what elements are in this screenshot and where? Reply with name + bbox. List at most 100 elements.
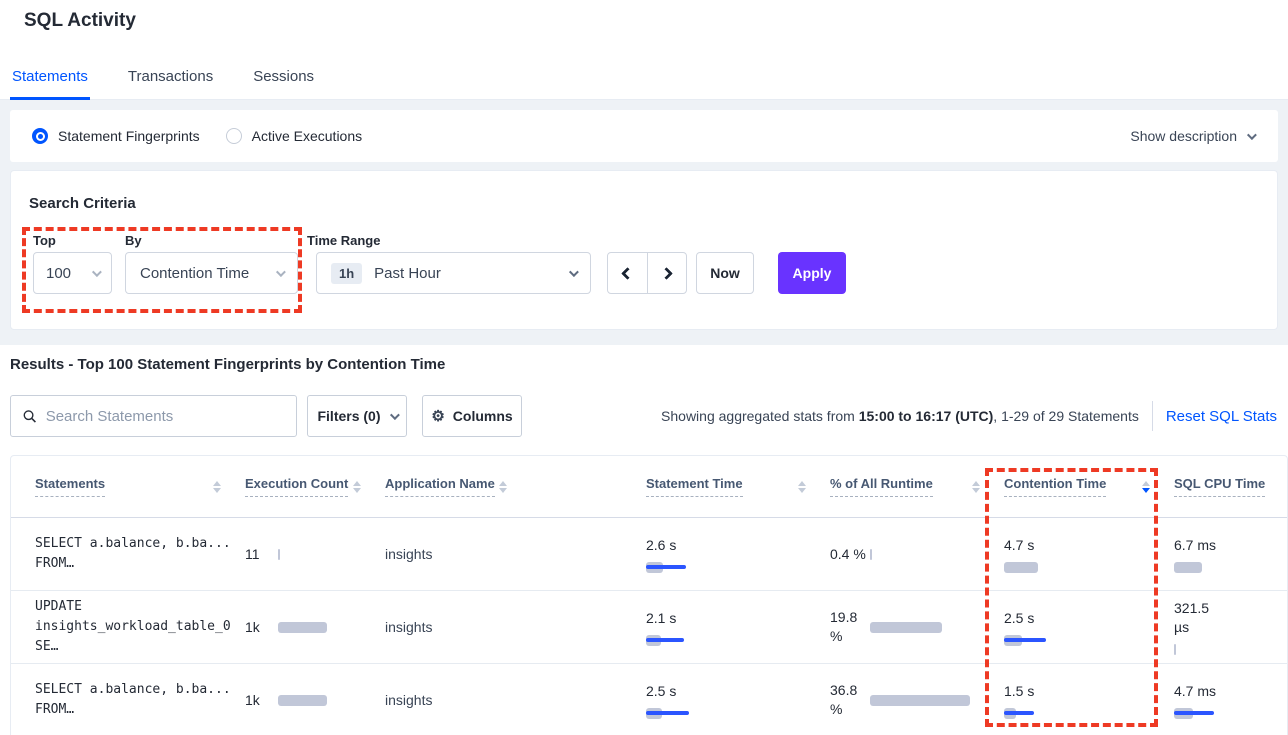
aggregated-stats-text: Showing aggregated stats from 15:00 to 1… [661, 408, 1139, 424]
sql-cpu-time-cell: 4.7 ms [1174, 682, 1287, 719]
by-select-value: Contention Time [140, 264, 250, 282]
table-row[interactable]: SELECT a.balance, b.ba... FROM… 1k insig… [11, 664, 1287, 735]
statement-line-1: SELECT a.balance, b.ba... [35, 682, 231, 697]
statement-fingerprint-link[interactable]: SELECT a.balance, b.ba... FROM… [35, 680, 245, 720]
statement-time-bar [646, 634, 684, 646]
statement-fingerprint-link[interactable]: UPDATE insights_workload_table_0 SE… [35, 597, 245, 657]
pct-runtime-cell: 19.8 % [830, 608, 1004, 646]
chevron-down-icon [389, 409, 400, 420]
column-label: Statements [35, 476, 106, 497]
radio-selected-icon [32, 128, 48, 144]
show-description-toggle[interactable]: Show description [1130, 128, 1257, 144]
execution-count-bar [278, 548, 280, 560]
tab-statements[interactable]: Statements [10, 58, 90, 100]
sql-cpu-time-bar [1174, 707, 1214, 719]
tab-sessions[interactable]: Sessions [253, 68, 315, 85]
execution-count-value: 11 [245, 545, 260, 562]
tab-transactions[interactable]: Transactions [127, 68, 214, 85]
reset-sql-stats-link[interactable]: Reset SQL Stats [1165, 407, 1277, 425]
view-mode-radio-group: Statement Fingerprints Active Executions [32, 128, 362, 144]
column-label: % of All Runtime [830, 476, 933, 497]
table-row[interactable]: UPDATE insights_workload_table_0 SE… 1k … [11, 591, 1287, 664]
column-header-execution-count[interactable]: Execution Count [245, 476, 385, 497]
apply-button[interactable]: Apply [778, 252, 846, 294]
show-description-label: Show description [1130, 128, 1237, 144]
table-row[interactable]: SELECT a.balance, b.ba... FROM… 11 insig… [11, 518, 1287, 591]
sort-icon-active-desc [1142, 480, 1150, 493]
results-heading: Results - Top 100 Statement Fingerprints… [10, 356, 446, 373]
search-icon [23, 409, 36, 423]
sql-cpu-time-value: 321.5 µs [1174, 600, 1210, 635]
column-label: SQL CPU Time [1174, 476, 1266, 497]
top-label: Top [33, 233, 56, 248]
time-range-badge: 1h [331, 262, 363, 284]
filters-button[interactable]: Filters (0) [307, 395, 407, 437]
time-nav-group [607, 252, 687, 294]
now-button[interactable]: Now [696, 252, 754, 294]
statement-line-2: FROM… [35, 556, 75, 571]
pct-runtime-value: 0.4 % [830, 545, 866, 562]
radio-statement-fingerprints[interactable]: Statement Fingerprints [32, 128, 200, 144]
statement-search-box [10, 395, 297, 437]
radio-active-executions[interactable]: Active Executions [225, 128, 362, 144]
search-input[interactable] [45, 407, 284, 425]
sql-cpu-time-value: 6.7 ms [1174, 536, 1217, 553]
statement-time-bar [646, 707, 689, 719]
sql-cpu-time-bar [1174, 644, 1176, 655]
statements-table: Statements Execution Count Application N… [10, 455, 1288, 735]
contention-time-value: 4.7 s [1004, 536, 1035, 553]
chevron-left-icon [620, 266, 634, 280]
statement-fingerprint-link[interactable]: SELECT a.balance, b.ba... FROM… [35, 534, 245, 574]
pct-runtime-bar [870, 548, 872, 560]
column-header-contention-time[interactable]: Contention Time [1004, 476, 1174, 497]
column-header-statement-time[interactable]: Statement Time [646, 476, 830, 497]
column-header-application-name[interactable]: Application Name [385, 476, 646, 497]
stats-suffix: , 1-29 of 29 Statements [993, 408, 1139, 424]
statement-time-bar [646, 561, 686, 573]
page-title: SQL Activity [24, 10, 136, 31]
contention-time-cell: 2.5 s [1004, 609, 1174, 646]
statement-time-value: 2.1 s [646, 609, 677, 626]
column-header-sql-cpu-time[interactable]: SQL CPU Time [1174, 476, 1287, 497]
statement-time-cell: 2.6 s [646, 536, 830, 573]
stats-range: 15:00 to 16:17 (UTC) [858, 408, 994, 424]
sort-icon [972, 480, 980, 493]
top-select-value: 100 [46, 264, 72, 282]
time-range-label: Time Range [307, 233, 381, 248]
execution-count-bar [278, 621, 327, 633]
column-header-statements[interactable]: Statements [35, 476, 245, 497]
pct-runtime-bar [870, 694, 970, 706]
radio-statement-fingerprints-label: Statement Fingerprints [58, 128, 200, 144]
tab-bar: Statements Transactions Sessions [10, 58, 316, 100]
columns-button[interactable]: ⚙ Columns [422, 395, 522, 437]
by-select[interactable]: Contention Time [125, 252, 298, 294]
top-bar: SQL Activity Statements Transactions Ses… [0, 0, 1288, 100]
top-select[interactable]: 100 [33, 252, 112, 294]
contention-time-bar [1004, 634, 1046, 646]
column-header-pct-of-all-runtime[interactable]: % of All Runtime [830, 476, 1004, 497]
search-criteria-heading: Search Criteria [29, 195, 136, 212]
by-label: By [125, 233, 142, 248]
contention-time-cell: 4.7 s [1004, 536, 1174, 573]
columns-label: Columns [452, 408, 513, 424]
execution-count-cell: 1k [245, 691, 385, 710]
statement-time-cell: 2.1 s [646, 609, 830, 646]
table-header-row: Statements Execution Count Application N… [11, 456, 1287, 518]
pct-runtime-cell: 36.8 % [830, 681, 1004, 719]
execution-count-value: 1k [245, 618, 260, 635]
chevron-down-icon [1246, 129, 1257, 140]
statement-time-value: 2.6 s [646, 536, 677, 553]
application-name-cell: insights [385, 546, 433, 562]
sql-cpu-time-bar [1174, 561, 1202, 573]
next-interval-button[interactable] [648, 253, 687, 293]
stats-prefix: Showing aggregated stats from [661, 408, 859, 424]
time-range-select[interactable]: 1h Past Hour [316, 252, 591, 294]
contention-time-value: 1.5 s [1004, 682, 1035, 699]
pct-runtime-value: 19.8 % [830, 609, 858, 644]
previous-interval-button[interactable] [608, 253, 648, 293]
sql-cpu-time-cell: 6.7 ms [1174, 536, 1287, 573]
sort-icon [353, 480, 361, 493]
column-label: Statement Time [646, 476, 743, 497]
statement-time-cell: 2.5 s [646, 682, 830, 719]
